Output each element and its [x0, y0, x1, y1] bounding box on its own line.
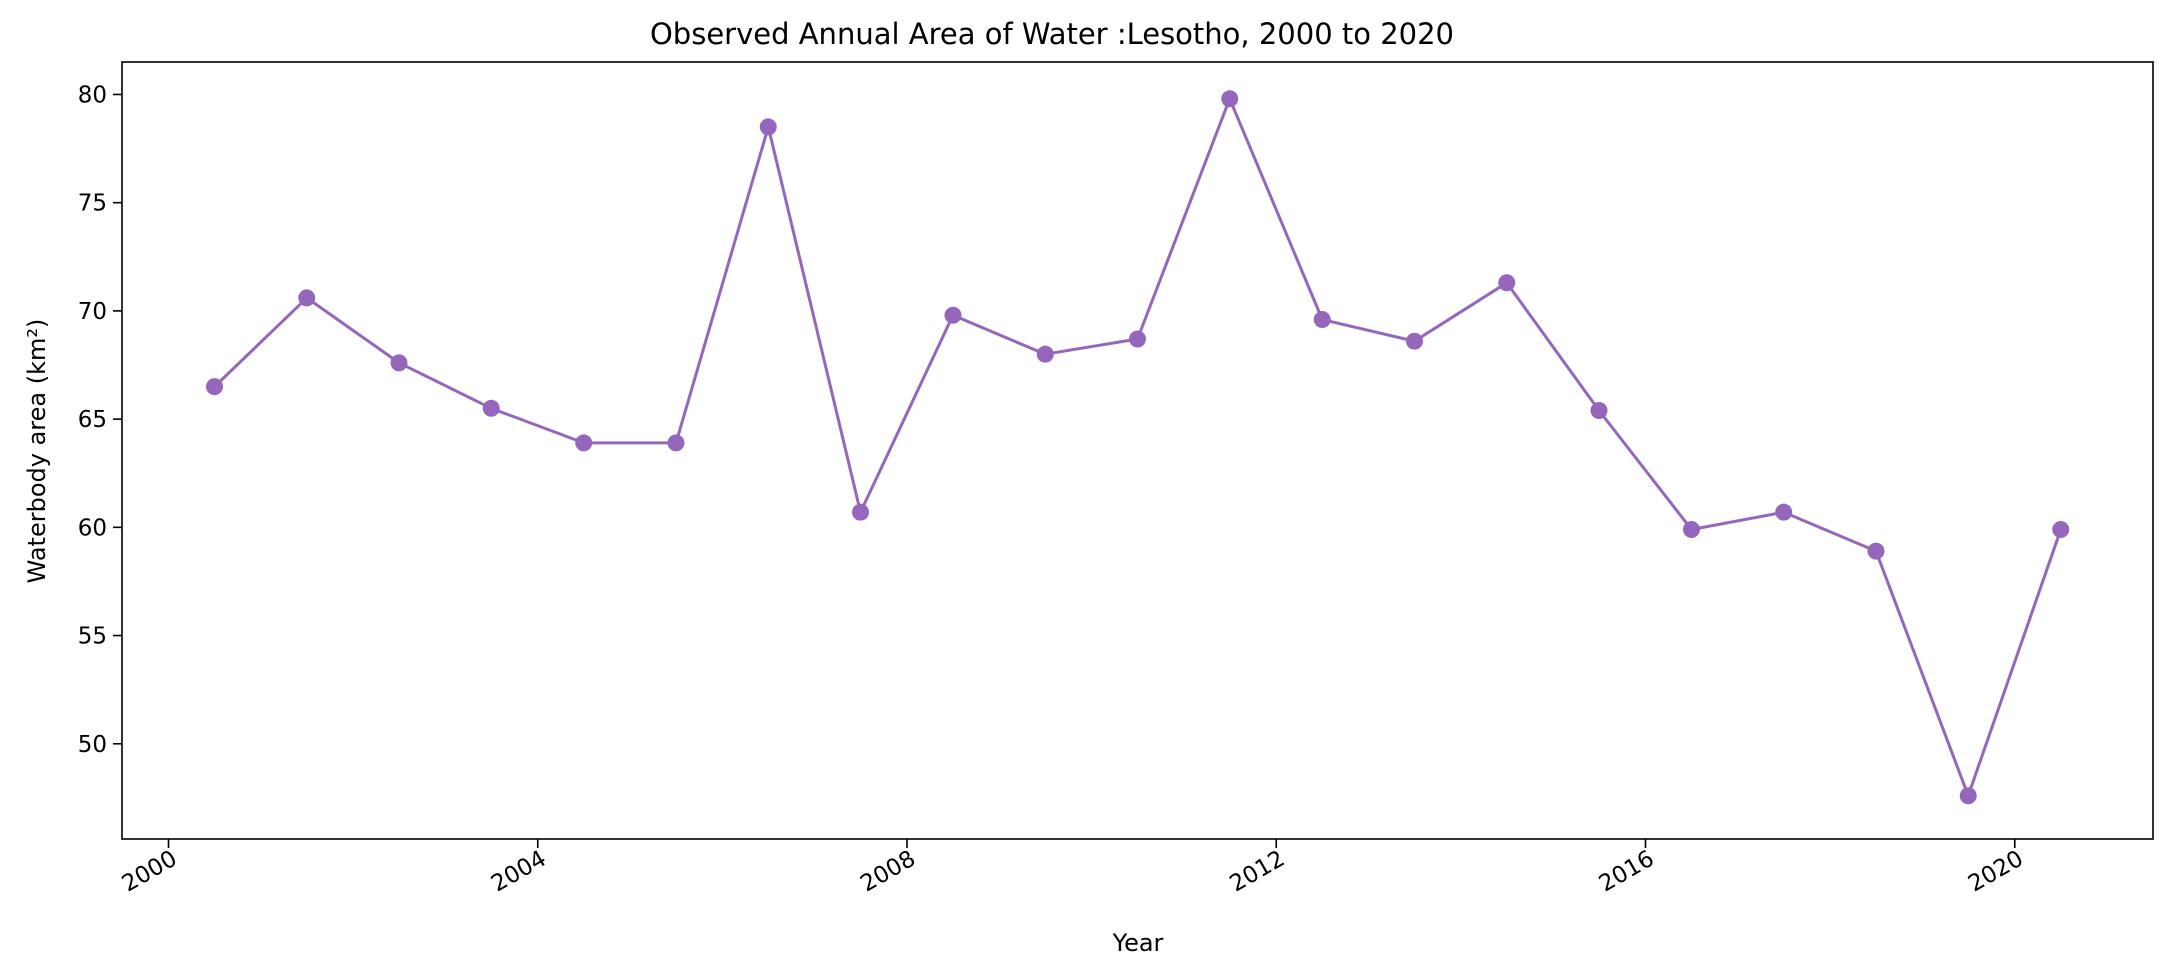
- plot-frame: [121, 61, 2154, 840]
- data-point: [1683, 520, 1701, 538]
- x-tick-label: 2000: [118, 846, 182, 898]
- y-tick-label: 75: [78, 191, 107, 217]
- data-point: [667, 434, 685, 452]
- y-axis-label: Waterbody area (km²): [23, 319, 51, 584]
- y-tick-label: 80: [78, 82, 107, 108]
- data-point: [2052, 520, 2070, 538]
- data-point: [482, 399, 500, 417]
- series-layer: [206, 90, 2070, 805]
- data-point: [1959, 787, 1977, 805]
- data-point: [1775, 503, 1793, 521]
- y-tick-label: 65: [78, 407, 107, 433]
- data-point: [1590, 401, 1608, 419]
- data-point: [1867, 542, 1885, 560]
- x-tick-label: 2004: [487, 846, 551, 898]
- data-point: [759, 118, 777, 136]
- data-point: [390, 354, 408, 372]
- x-axis-label: Year: [1112, 929, 1164, 957]
- data-point: [1036, 345, 1054, 363]
- data-point: [944, 306, 962, 324]
- x-tick-label: 2008: [856, 846, 920, 898]
- data-point: [1221, 90, 1239, 108]
- y-tick-label: 60: [78, 515, 107, 541]
- data-point: [575, 434, 593, 452]
- data-point: [851, 503, 869, 521]
- data-point: [1498, 274, 1516, 292]
- ticks: 50 55 60 65 70 75 80 2000 2004 2008 2012 2016 2020: [78, 82, 2028, 897]
- series-line: [213, 97, 2063, 798]
- data-point: [298, 289, 316, 307]
- x-tick-label: 2020: [1964, 846, 2028, 898]
- x-tick-label: 2012: [1226, 846, 1290, 898]
- data-point: [1313, 311, 1331, 329]
- chart-title: Observed Annual Area of Water :Lesotho, …: [650, 17, 1454, 51]
- x-tick-label: 2016: [1595, 846, 1659, 898]
- data-point: [206, 378, 224, 396]
- data-point: [1406, 332, 1424, 350]
- data-point: [1129, 330, 1146, 348]
- y-tick-label: 50: [78, 732, 107, 758]
- y-tick-label: 55: [78, 624, 107, 650]
- y-tick-label: 70: [78, 299, 107, 325]
